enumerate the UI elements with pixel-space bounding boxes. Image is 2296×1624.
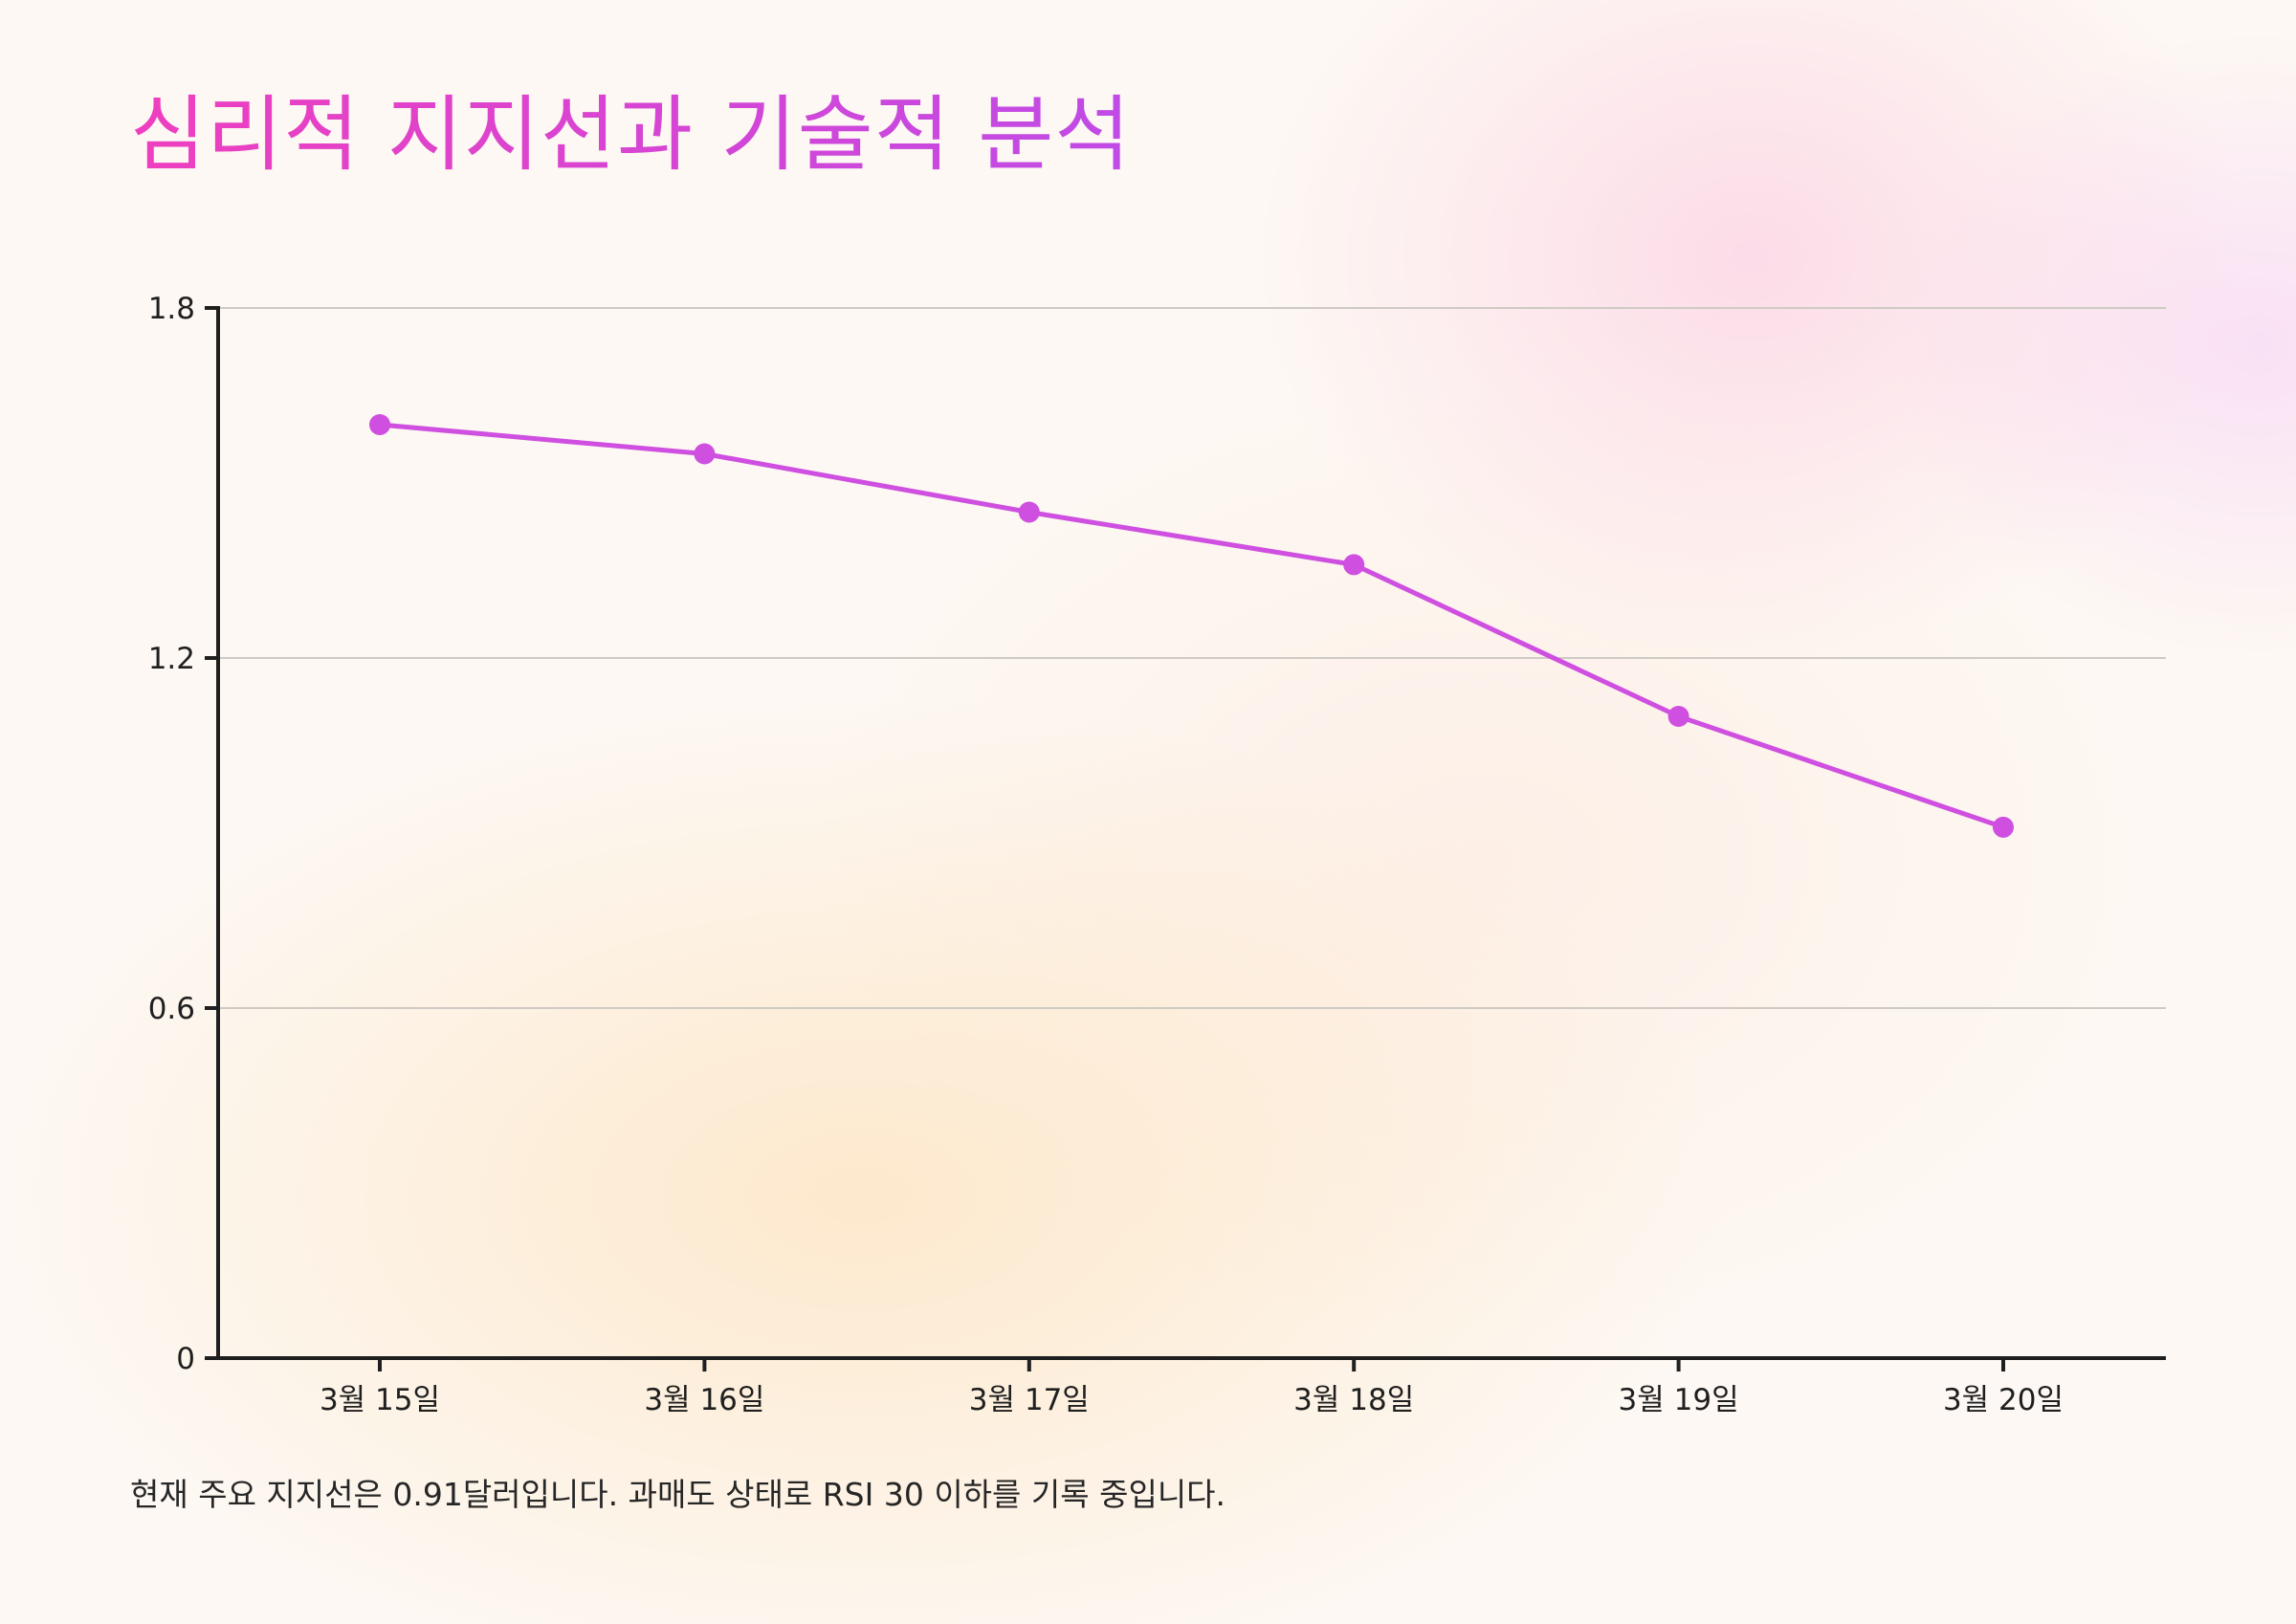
page-title: 심리적 지지선과 기술적 분석 xyxy=(130,87,1132,183)
x-tick-label: 3월 18일 xyxy=(1293,1383,1414,1417)
y-axis-ticks: 0 0.6 1.2 1.8 xyxy=(148,292,218,1376)
chart-caption: 현재 주요 지지선은 0.91달러입니다. 과매도 상태로 RSI 30 이하를… xyxy=(130,1476,1226,1513)
data-point xyxy=(1667,706,1689,727)
x-tick-label: 3월 20일 xyxy=(1943,1383,2064,1417)
data-point xyxy=(1018,501,1040,523)
x-tick-label: 3월 16일 xyxy=(644,1383,764,1417)
y-tick-label: 0.6 xyxy=(148,992,195,1026)
x-axis-ticks: 3월 15일 3월 16일 3월 17일 3월 18일 3월 19일 3월 20일 xyxy=(320,1358,2064,1417)
data-point xyxy=(1343,554,1365,576)
data-point xyxy=(694,443,716,465)
gridlines xyxy=(218,307,2166,1009)
y-tick-label: 1.8 xyxy=(148,292,195,326)
x-tick-label: 3월 15일 xyxy=(320,1383,440,1417)
series-line xyxy=(377,422,2006,830)
data-point xyxy=(1993,816,2014,838)
x-tick-label: 3월 17일 xyxy=(969,1383,1090,1417)
x-tick-label: 3월 19일 xyxy=(1619,1383,1739,1417)
data-point xyxy=(369,414,390,435)
y-tick-label: 0 xyxy=(176,1342,195,1376)
price-series xyxy=(369,414,2014,838)
y-tick-label: 1.2 xyxy=(148,642,195,676)
axes xyxy=(216,306,2166,1360)
